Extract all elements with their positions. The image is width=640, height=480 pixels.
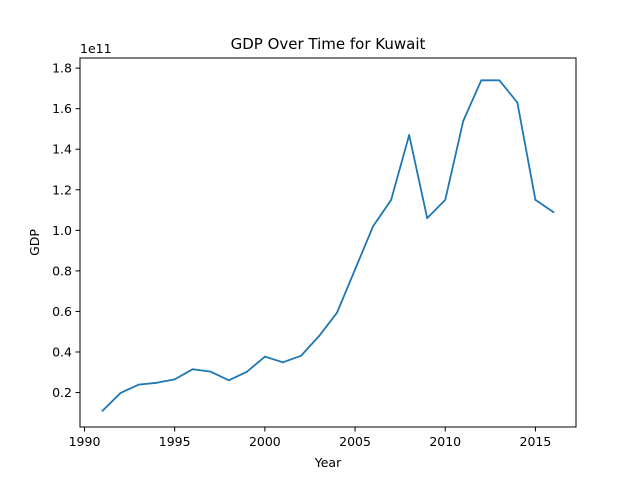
gdp-data-point	[119, 392, 122, 394]
gdp-series-line	[101, 79, 555, 412]
x-tick-label: 2015	[520, 434, 552, 449]
gdp-data-point	[462, 119, 465, 122]
x-tick-label: 1990	[69, 434, 101, 449]
gdp-data-point	[191, 368, 194, 371]
y-tick-label: 0.6	[52, 304, 72, 319]
y-tick-label: 1.2	[52, 182, 72, 197]
y-tick-label: 0.2	[52, 385, 72, 400]
gdp-data-point	[552, 211, 555, 213]
gdp-data-point	[282, 361, 284, 364]
gdp-data-point	[263, 355, 266, 358]
gdp-data-point	[209, 370, 212, 373]
y-axis-ticks: 0.2 0.4 0.6 0.8 1.0 1.2 1.4 1.6 1.8	[52, 61, 80, 400]
gdp-data-point	[390, 199, 393, 201]
y-axis-offset-label: 1e11	[80, 41, 112, 56]
y-tick-label: 0.4	[52, 344, 72, 359]
gdp-data-point	[534, 199, 537, 201]
gdp-data-point	[444, 199, 447, 201]
gdp-data-point	[137, 383, 140, 386]
x-tick-label: 2000	[249, 434, 281, 449]
axes-frame	[79, 57, 577, 428]
y-tick-label: 1.8	[52, 61, 72, 76]
gdp-data-point	[155, 381, 158, 384]
y-tick-label: 0.8	[52, 263, 72, 278]
x-tick-label: 2010	[429, 434, 461, 449]
gdp-data-point	[480, 79, 483, 82]
gdp-data-point	[300, 354, 302, 357]
plot-area: 1990 1995 2000 2005 2010 2015 0.2 0.4 0.6 0.8 1.0…	[52, 57, 577, 449]
y-tick-label: 1.4	[52, 142, 72, 157]
gdp-data-point	[318, 335, 320, 338]
gdp-data-point	[173, 378, 176, 381]
gdp-data-point	[227, 379, 230, 382]
gdp-data-point	[426, 217, 429, 220]
y-axis-label: GDP	[27, 229, 42, 256]
gdp-data-point	[408, 134, 411, 136]
x-tick-label: 2005	[339, 434, 371, 449]
gdp-data-point	[372, 225, 374, 228]
chart-title: GDP Over Time for Kuwait	[231, 35, 426, 53]
gdp-data-point	[101, 409, 104, 412]
x-tick-label: 1995	[159, 434, 191, 449]
series-layer	[101, 79, 555, 412]
x-axis-label: Year	[314, 455, 342, 470]
x-axis-ticks: 1990 1995 2000 2005 2010 2015	[69, 427, 552, 449]
gdp-data-point	[516, 101, 519, 104]
gdp-data-point	[336, 311, 338, 314]
gdp-data-point	[354, 268, 356, 271]
gdp-data-point	[245, 370, 248, 373]
y-tick-label: 1.0	[52, 223, 72, 238]
gdp-data-point	[498, 79, 501, 82]
y-tick-label: 1.6	[52, 101, 72, 116]
